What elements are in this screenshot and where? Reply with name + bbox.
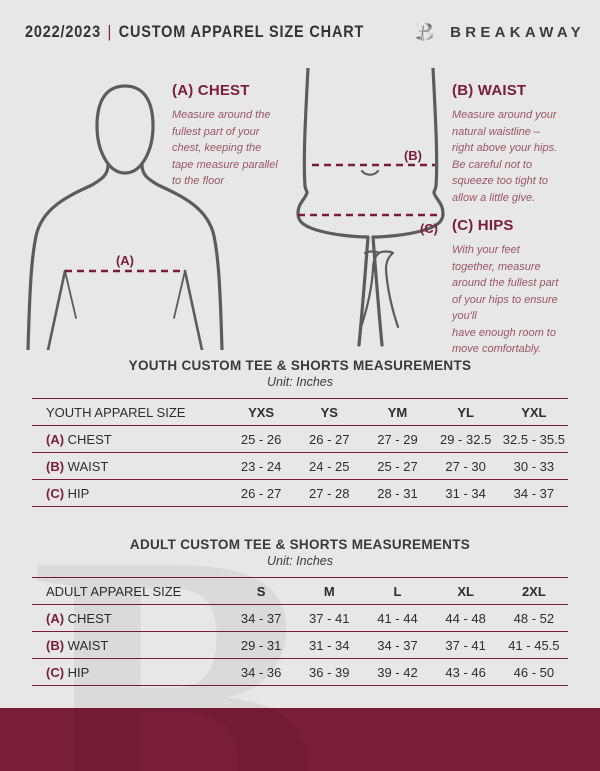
- svg-text:(A): (A): [116, 253, 134, 268]
- svg-text:(C): (C): [420, 221, 438, 236]
- svg-text:(B): (B): [404, 148, 422, 163]
